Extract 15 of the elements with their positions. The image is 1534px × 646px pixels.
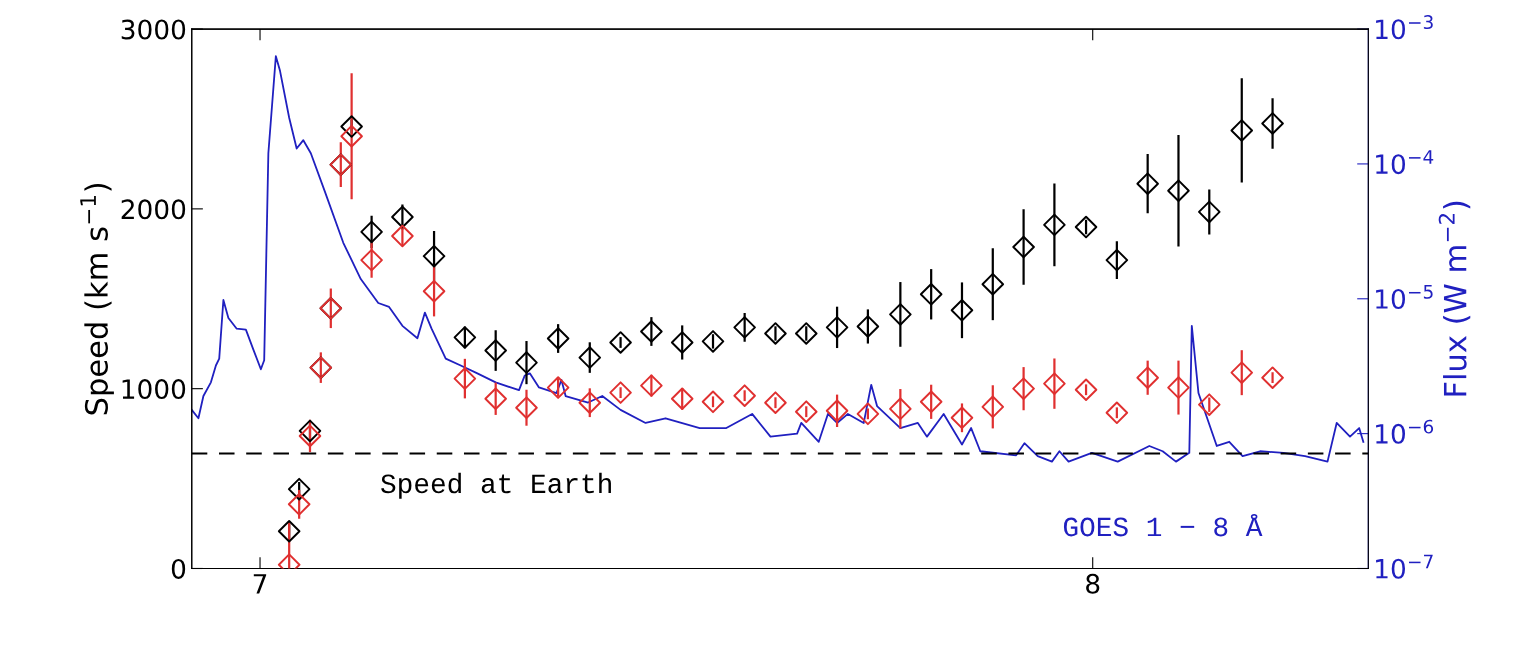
y2-tick-label: 10$^{−6}$ xyxy=(1376,419,1434,444)
series-label: GOES 1 − 8 Å xyxy=(1063,514,1263,537)
y2-tick-label: 10$^{−3}$ xyxy=(1376,15,1433,40)
y-tick-label: 2000 xyxy=(121,199,186,220)
y2-tick-label: 10$^{−4}$ xyxy=(1376,150,1434,175)
y-tick-label: 3000 xyxy=(121,19,186,40)
y2-axis-title: Flux (W m$^{−2}$) xyxy=(1438,201,1471,396)
ref-line-label: Speed at Earth xyxy=(381,472,611,499)
y2-tick-label: 10$^{−7}$ xyxy=(1376,554,1433,579)
x-tick-label: 8 xyxy=(1086,573,1100,594)
y-tick-label: 0 xyxy=(171,558,186,579)
x-tick-label: 7 xyxy=(253,574,267,594)
y2-tick-label: 10$^{−5}$ xyxy=(1376,285,1433,309)
y-axis-title: Speed (km s$^{−1}$) xyxy=(80,183,114,415)
y-tick-label: 1000 xyxy=(122,379,186,400)
